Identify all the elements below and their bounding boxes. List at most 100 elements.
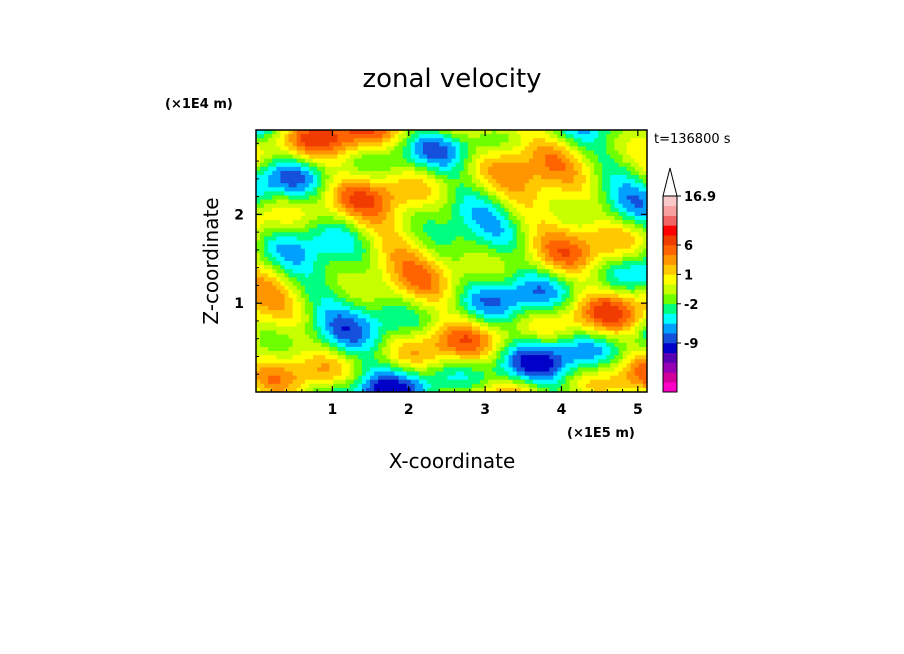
heatmap-cell — [443, 338, 448, 344]
heatmap-cell — [341, 244, 346, 250]
heatmap-cell — [553, 265, 558, 270]
heatmap-cell — [447, 138, 452, 143]
heatmap-cell — [630, 150, 636, 155]
heatmap-cell — [488, 134, 493, 139]
heatmap-cell — [361, 338, 367, 344]
heatmap-cell — [394, 179, 399, 184]
heatmap-cell — [537, 273, 542, 278]
heatmap-cell — [365, 289, 371, 295]
heatmap-cell — [276, 252, 281, 258]
heatmap-cell — [296, 289, 302, 295]
heatmap-cell — [374, 293, 379, 299]
heatmap-cell — [573, 215, 579, 221]
heatmap-cell — [365, 256, 371, 262]
heatmap-cell — [606, 314, 611, 319]
heatmap-cell — [349, 130, 355, 135]
heatmap-cell — [276, 240, 281, 246]
heatmap-cell — [553, 297, 558, 303]
heatmap-cell — [467, 301, 473, 307]
heatmap-cell — [642, 248, 648, 254]
heatmap-cell — [284, 306, 289, 311]
heatmap-cell — [292, 170, 298, 176]
heatmap-cell — [308, 142, 314, 147]
heatmap-cell — [484, 138, 489, 143]
heatmap-cell — [353, 297, 359, 303]
heatmap-cell — [268, 301, 273, 307]
heatmap-cell — [520, 248, 526, 254]
heatmap-cell — [370, 162, 375, 168]
heatmap-cell — [557, 306, 562, 311]
heatmap-cell — [256, 281, 261, 286]
heatmap-cell — [280, 162, 285, 168]
heatmap-cell — [459, 265, 465, 270]
heatmap-cell — [410, 220, 416, 225]
heatmap-cell — [459, 154, 465, 160]
heatmap-cell — [443, 162, 448, 168]
heatmap-cell — [577, 207, 583, 213]
heatmap-cell — [630, 170, 636, 176]
heatmap-cell — [341, 142, 346, 147]
heatmap-cell — [553, 130, 558, 135]
heatmap-cell — [630, 273, 636, 278]
heatmap-cell — [573, 277, 579, 282]
heatmap-cell — [345, 248, 351, 254]
heatmap-cell — [386, 158, 391, 164]
heatmap-cell — [581, 203, 587, 209]
heatmap-cell — [272, 166, 277, 172]
heatmap-cell — [569, 256, 575, 262]
heatmap-cell — [496, 289, 501, 295]
heatmap-cell — [569, 224, 575, 229]
heatmap-cell — [630, 203, 636, 209]
heatmap-cell — [272, 265, 277, 270]
heatmap-cell — [553, 224, 558, 229]
heatmap-cell — [541, 142, 546, 147]
heatmap-cell — [634, 306, 640, 311]
heatmap-cell — [618, 244, 623, 250]
heatmap-cell — [532, 166, 538, 172]
heatmap-cell — [451, 138, 456, 143]
heatmap-cell — [528, 166, 534, 172]
heatmap-cell — [390, 330, 395, 336]
heatmap-cell — [304, 142, 310, 147]
heatmap-cell — [545, 154, 550, 160]
heatmap-cell — [561, 179, 566, 184]
heatmap-cell — [435, 261, 440, 266]
heatmap-cell — [422, 330, 428, 336]
heatmap-cell — [394, 203, 399, 209]
heatmap-cell — [329, 281, 334, 286]
heatmap-cell — [541, 187, 546, 192]
heatmap-cell — [606, 236, 611, 241]
heatmap-cell — [459, 236, 465, 241]
heatmap-cell — [528, 273, 534, 278]
heatmap-cell — [349, 293, 355, 299]
heatmap-cell — [626, 232, 632, 237]
heatmap-cell — [325, 183, 330, 188]
heatmap-cell — [357, 224, 363, 229]
heatmap-cell — [475, 183, 481, 188]
heatmap-cell — [528, 232, 534, 237]
heatmap-cell — [365, 170, 371, 176]
heatmap-cell — [390, 195, 395, 200]
heatmap-cell — [284, 301, 289, 307]
heatmap-cell — [443, 195, 448, 200]
heatmap-cell — [634, 244, 640, 250]
heatmap-cell — [341, 166, 346, 172]
heatmap-cell — [447, 187, 452, 192]
heatmap-cell — [565, 191, 571, 196]
heatmap-cell — [500, 130, 505, 135]
heatmap-cell — [549, 134, 554, 139]
heatmap-cell — [626, 211, 632, 217]
heatmap-cell — [288, 130, 294, 135]
heatmap-cell — [569, 142, 575, 147]
heatmap-cell — [642, 215, 648, 221]
heatmap-cell — [524, 228, 530, 233]
heatmap-cell — [382, 195, 387, 200]
heatmap-cell — [516, 142, 522, 147]
heatmap-cell — [500, 207, 505, 213]
heatmap-cell — [565, 158, 571, 164]
heatmap-cell — [500, 338, 505, 344]
heatmap-cell — [488, 130, 493, 135]
heatmap-cell — [463, 170, 469, 176]
heatmap-cell — [410, 215, 416, 221]
heatmap-cell — [288, 256, 294, 262]
